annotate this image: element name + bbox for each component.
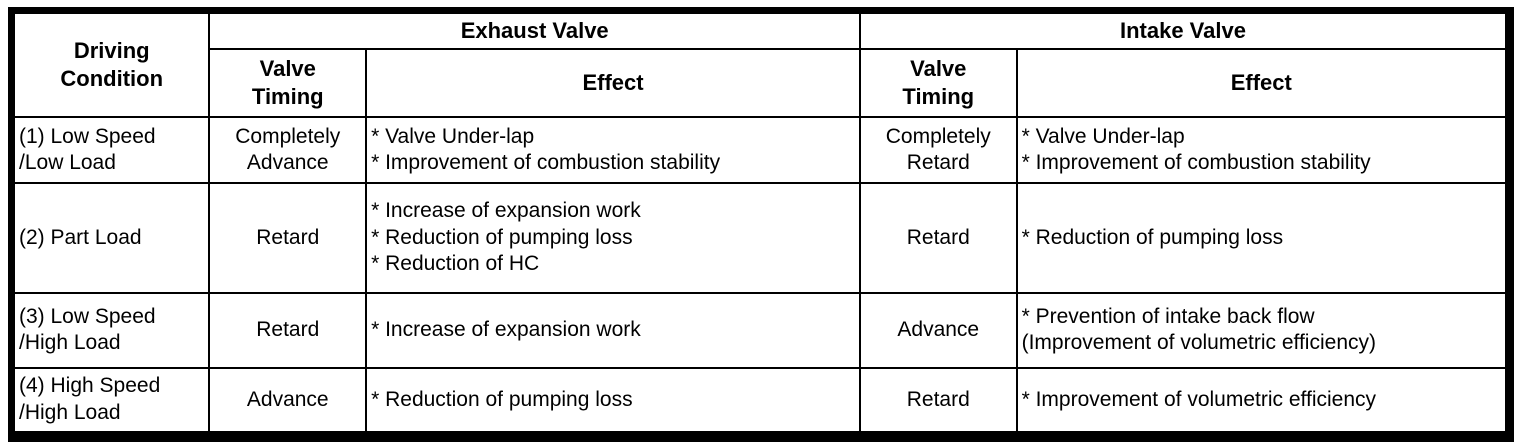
exhaust-effect-cell: * Increase of expansion work	[365, 291, 861, 369]
header-exhaust-valve: Exhaust Valve	[208, 12, 861, 50]
intake-valve-timing-cell: Advance	[858, 291, 1018, 369]
table-row: (4) High Speed /High Load Advance * Redu…	[12, 366, 1508, 434]
intake-valve-timing-cell: Completely Retard	[858, 115, 1018, 185]
exhaust-valve-timing-cell: Retard	[208, 291, 368, 369]
valve-timing-table: Driving Condition Exhaust Valve Intake V…	[12, 12, 1508, 434]
exhaust-effect-cell: * Increase of expansion work * Reduction…	[365, 182, 861, 294]
intake-effect-cell: * Improvement of volumetric efficiency	[1015, 366, 1508, 434]
table-row: (1) Low Speed /Low Load Completely Advan…	[12, 115, 1508, 185]
driving-condition-cell: (4) High Speed /High Load	[12, 366, 211, 434]
driving-condition-cell: (3) Low Speed /High Load	[12, 291, 211, 369]
header-driving-condition: Driving Condition	[12, 12, 211, 118]
exhaust-valve-timing-cell: Advance	[208, 366, 368, 434]
table-row: (3) Low Speed /High Load Retard * Increa…	[12, 291, 1508, 369]
exhaust-effect-cell: * Reduction of pumping loss	[365, 366, 861, 434]
intake-effect-cell: * Prevention of intake back flow (Improv…	[1015, 291, 1508, 369]
intake-valve-timing-cell: Retard	[858, 366, 1018, 434]
header-row-columns: Valve Timing Effect Valve Timing Effect	[14, 48, 1508, 118]
header-exhaust-effect: Effect	[365, 48, 861, 118]
exhaust-effect-cell: * Valve Under-lap * Improvement of combu…	[365, 115, 861, 185]
exhaust-valve-timing-cell: Completely Advance	[208, 115, 368, 185]
header-row-groups: Driving Condition Exhaust Valve Intake V…	[12, 12, 1508, 118]
exhaust-valve-timing-cell: Retard	[208, 182, 368, 294]
intake-effect-cell: * Reduction of pumping loss	[1015, 182, 1508, 294]
valve-timing-table-frame: Driving Condition Exhaust Valve Intake V…	[8, 7, 1514, 442]
header-exhaust-valve-timing: Valve Timing	[208, 48, 368, 118]
header-intake-effect: Effect	[1015, 48, 1508, 118]
header-intake-valve-timing: Valve Timing	[858, 48, 1018, 118]
header-intake-valve: Intake Valve	[858, 12, 1508, 50]
table-row: (2) Part Load Retard * Increase of expan…	[12, 182, 1508, 294]
intake-valve-timing-cell: Retard	[858, 182, 1018, 294]
intake-effect-cell: * Valve Under-lap * Improvement of combu…	[1015, 115, 1508, 185]
driving-condition-cell: (2) Part Load	[12, 182, 211, 294]
driving-condition-cell: (1) Low Speed /Low Load	[12, 115, 211, 185]
